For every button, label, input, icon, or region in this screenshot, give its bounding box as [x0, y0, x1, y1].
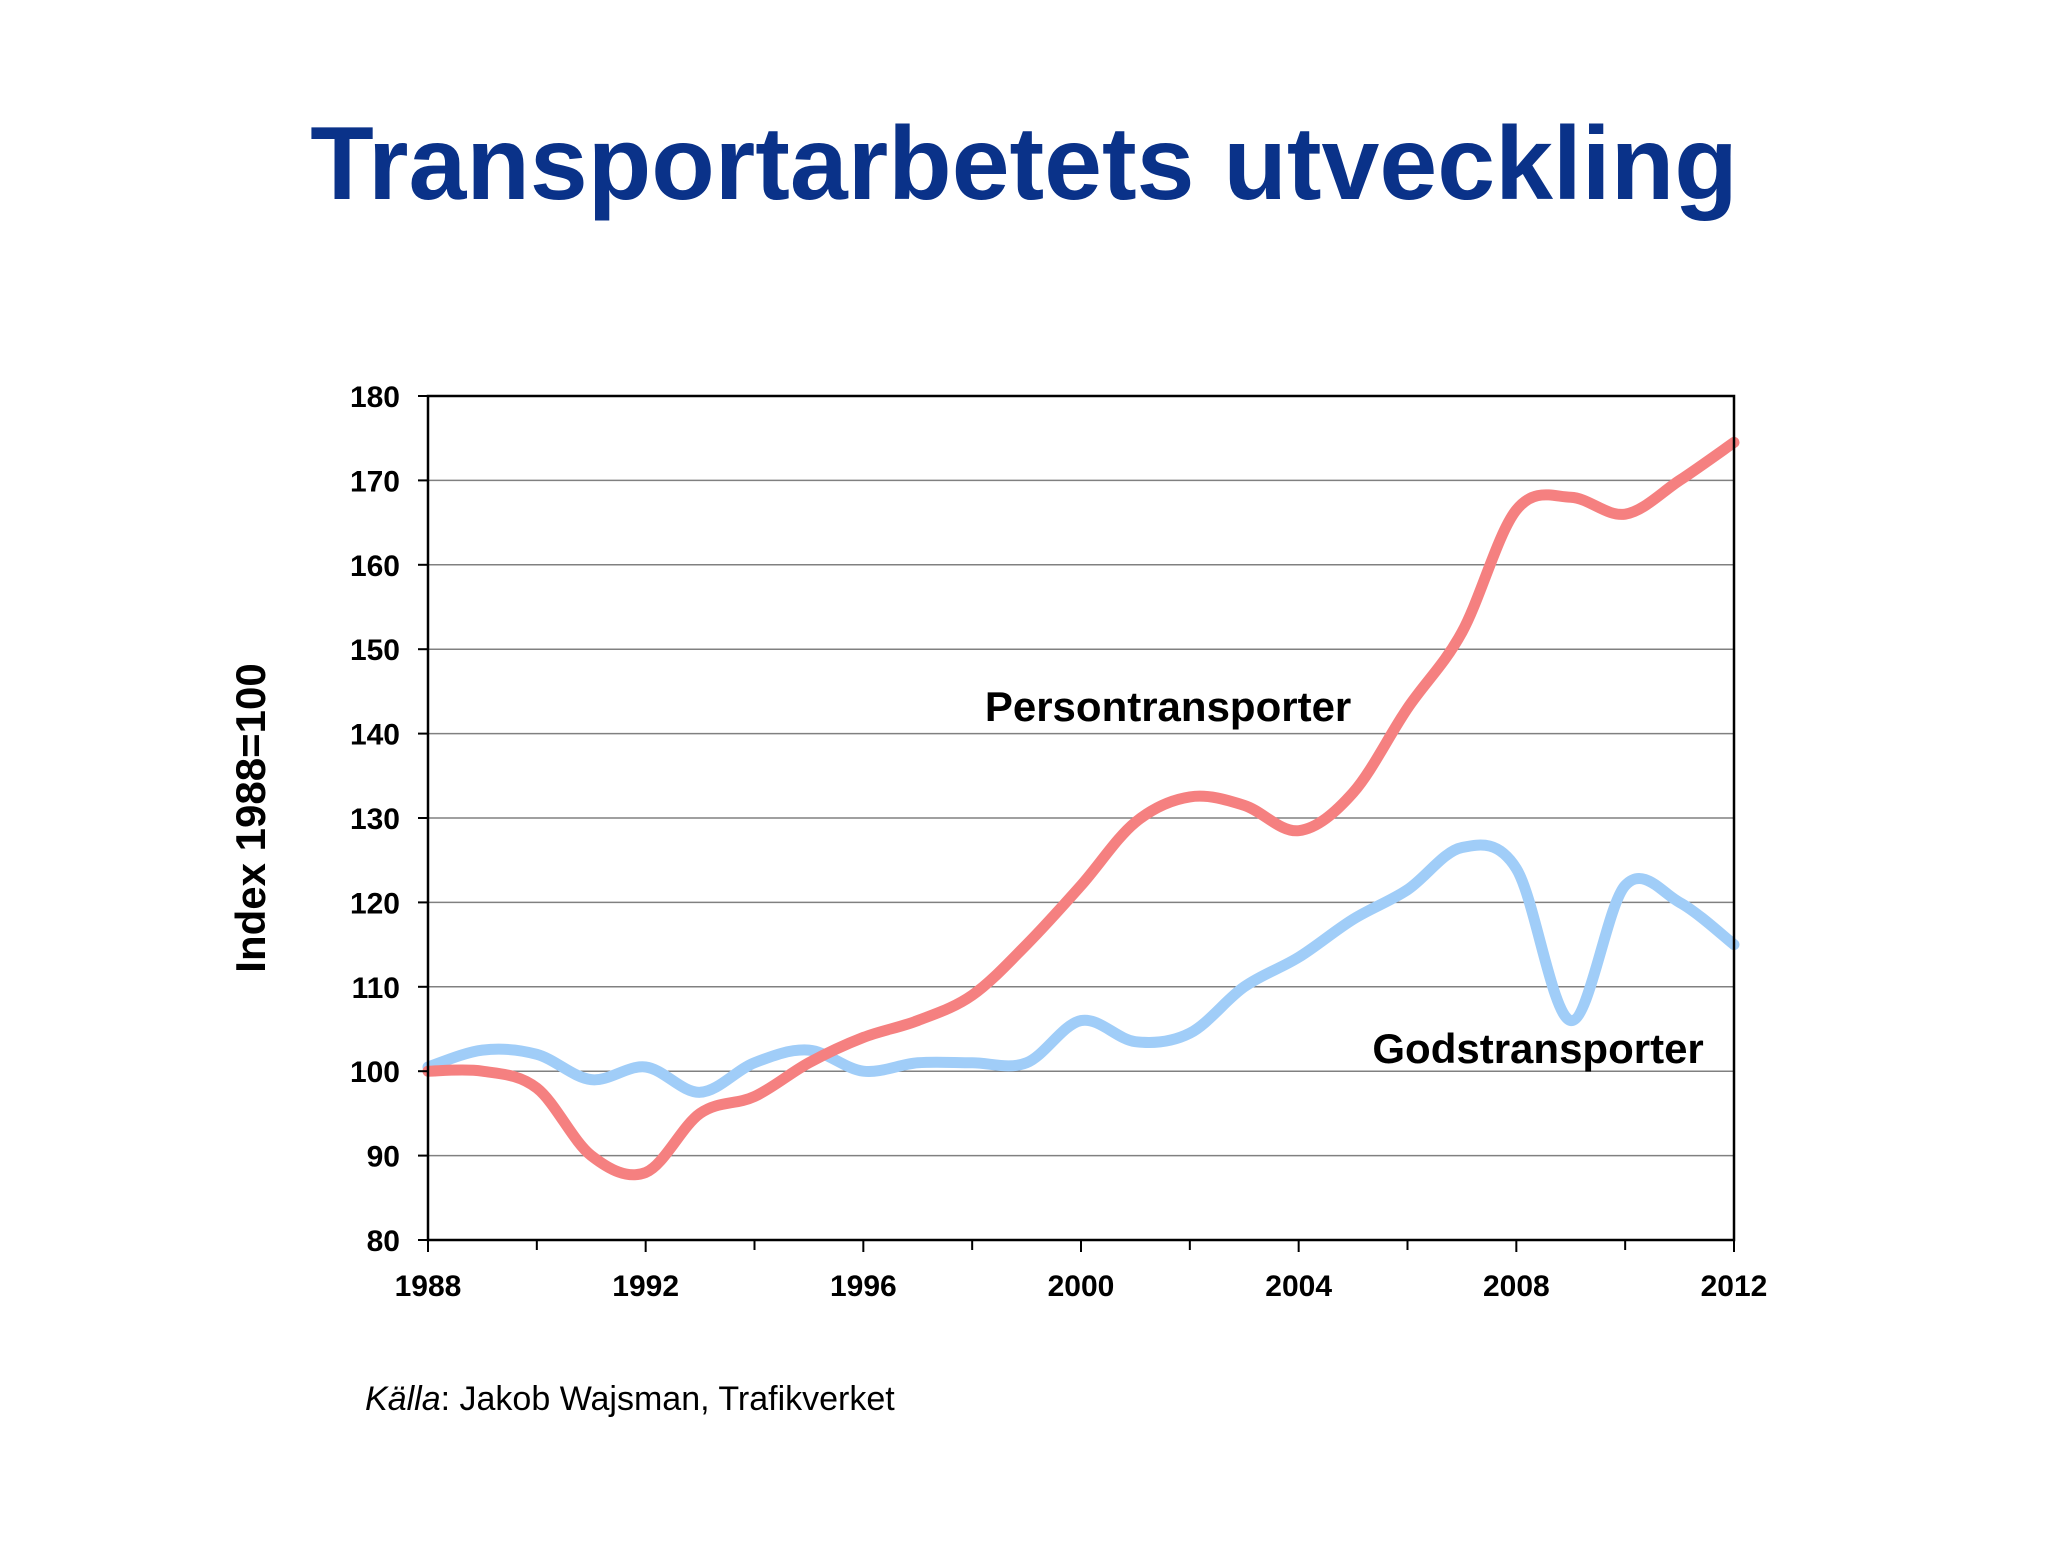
- x-tick-label: 2008: [1483, 1270, 1550, 1303]
- series-godstransporter-line: [422, 839, 1740, 1098]
- y-axis: 80 90 100 110 120 130 140 150 160 170 180: [350, 381, 428, 1258]
- y-tick-label: 110: [352, 972, 400, 1005]
- y-tick-label: 130: [350, 803, 400, 836]
- x-tick-label: 1988: [395, 1270, 462, 1303]
- x-tick-label: 1996: [830, 1270, 897, 1303]
- grid-lines: [428, 479, 1734, 1157]
- y-tick-label: 160: [350, 550, 400, 583]
- slide-title: Transportarbetets utveckling: [310, 106, 1738, 222]
- source-text: Jakob Wajsman, Trafikverket: [459, 1380, 895, 1418]
- source-separator: :: [440, 1380, 460, 1418]
- x-tick-label: 2004: [1265, 1270, 1332, 1303]
- y-tick-label: 170: [350, 465, 400, 498]
- x-axis: 1988 1992 1996 2000 2004 2008 2012: [395, 1240, 1768, 1303]
- y-tick-label: 120: [350, 887, 400, 920]
- source-note: Källa: Jakob Wajsman, Trafikverket: [365, 1380, 895, 1419]
- y-tick-label: 90: [367, 1141, 400, 1174]
- x-tick-label: 2012: [1701, 1270, 1768, 1303]
- y-tick-label: 150: [350, 634, 400, 667]
- y-axis-title: Index 1988=100: [227, 663, 274, 972]
- series-label-godstransporter: Godstransporter: [1372, 1025, 1703, 1072]
- x-tick-label: 2000: [1048, 1270, 1115, 1303]
- series-persontransporter-line: [422, 436, 1740, 1181]
- series-lines: [422, 436, 1740, 1181]
- series-labels: Persontransporter Godstransporter: [985, 683, 1704, 1072]
- y-tick-label: 100: [350, 1056, 400, 1089]
- y-tick-label: 80: [367, 1225, 400, 1258]
- source-label: Källa: [365, 1380, 441, 1418]
- x-tick-label: 1992: [612, 1270, 679, 1303]
- y-tick-label: 140: [350, 719, 400, 752]
- y-tick-label: 180: [350, 381, 400, 414]
- series-label-persontransporter: Persontransporter: [985, 683, 1351, 730]
